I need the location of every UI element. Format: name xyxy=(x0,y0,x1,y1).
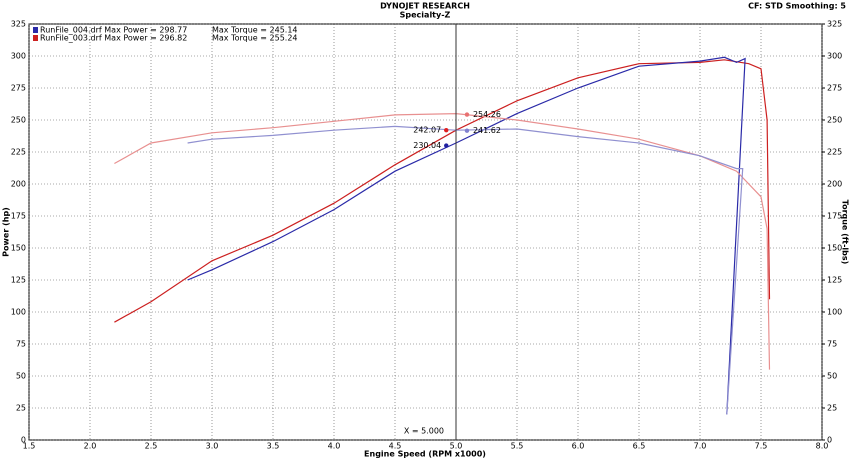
x-tick-label: 2.0 xyxy=(84,442,97,451)
y-axis-label: Power (hp) xyxy=(2,207,11,257)
corner-text: CF: STD Smoothing: 5 xyxy=(748,2,846,11)
y2-tick-label: 250 xyxy=(827,116,842,125)
plot-area xyxy=(28,23,823,441)
marker xyxy=(444,143,449,148)
legend-extra: Max Torque = 255.24 xyxy=(212,34,298,43)
y-tick-label: 325 xyxy=(11,20,26,29)
y-tick-label: 0 xyxy=(21,436,26,445)
legend-label: RunFile_004.drf Max Power = 298.77 xyxy=(40,26,187,35)
legend-swatch xyxy=(33,27,38,33)
series-line xyxy=(187,56,746,415)
y2-tick-label: 200 xyxy=(827,180,842,189)
series-line xyxy=(114,59,771,323)
x-tick-label: 6.5 xyxy=(633,442,646,451)
y-tick-label: 50 xyxy=(16,372,26,381)
x-tick-label: 5.0 xyxy=(450,442,463,451)
y-tick-label: 150 xyxy=(11,244,26,253)
y2-tick-label: 25 xyxy=(827,404,837,413)
x-tick-label: 7.0 xyxy=(694,442,707,451)
x-tick-label: 2.5 xyxy=(145,442,158,451)
y2-tick-label: 125 xyxy=(827,276,842,285)
marker xyxy=(464,112,470,117)
legend-label: RunFile_003.drf Max Power = 296.82 xyxy=(40,34,187,43)
y-tick-label: 125 xyxy=(11,276,26,285)
y-tick-label: 100 xyxy=(11,308,26,317)
y-tick-label: 75 xyxy=(16,340,26,349)
marker xyxy=(464,128,470,133)
cursor-label: X = 5.000 xyxy=(404,427,444,436)
x-tick-label: 4.0 xyxy=(328,442,341,451)
y2-tick-label: 325 xyxy=(827,20,842,29)
marker-label: 241.62 xyxy=(473,126,501,135)
marker-label: 242.07 xyxy=(413,126,441,135)
y2-tick-label: 275 xyxy=(827,84,842,93)
legend-swatch xyxy=(33,35,38,41)
chart-title: DYNOJET RESEARCH xyxy=(380,2,470,11)
chart-subtitle: Specialty-Z xyxy=(400,11,451,20)
y2-tick-label: 75 xyxy=(827,340,837,349)
y2-axis-label: Torque (ft-lbs) xyxy=(841,200,850,265)
y-tick-label: 175 xyxy=(11,212,26,221)
x-tick-label: 4.5 xyxy=(389,442,402,451)
x-tick-label: 5.5 xyxy=(511,442,524,451)
y2-tick-label: 150 xyxy=(827,244,842,253)
x-tick-label: 7.5 xyxy=(755,442,768,451)
y2-tick-label: 0 xyxy=(827,436,832,445)
y2-tick-label: 100 xyxy=(827,308,842,317)
series-line xyxy=(114,112,771,370)
marker-label: 254.26 xyxy=(473,110,501,119)
y-tick-label: 225 xyxy=(11,148,26,157)
y-tick-label: 300 xyxy=(11,52,26,61)
marker-label: 230.04 xyxy=(413,141,441,150)
x-tick-label: 3.5 xyxy=(267,442,280,451)
y2-tick-label: 300 xyxy=(827,52,842,61)
y2-tick-label: 50 xyxy=(827,372,837,381)
x-tick-label: 3.0 xyxy=(206,442,219,451)
y-tick-label: 200 xyxy=(11,180,26,189)
legend-extra: Max Torque = 245.14 xyxy=(212,26,298,35)
x-tick-label: 8.0 xyxy=(816,442,829,451)
x-tick-label: 1.5 xyxy=(23,442,36,451)
x-tick-label: 6.0 xyxy=(572,442,585,451)
y2-tick-label: 175 xyxy=(827,212,842,221)
y-tick-label: 25 xyxy=(16,404,26,413)
y-tick-label: 250 xyxy=(11,116,26,125)
x-axis-label: Engine Speed (RPM x1000) xyxy=(364,450,486,458)
y-tick-label: 275 xyxy=(11,84,26,93)
marker xyxy=(444,127,449,133)
series-line xyxy=(187,125,744,415)
y2-tick-label: 225 xyxy=(827,148,842,157)
